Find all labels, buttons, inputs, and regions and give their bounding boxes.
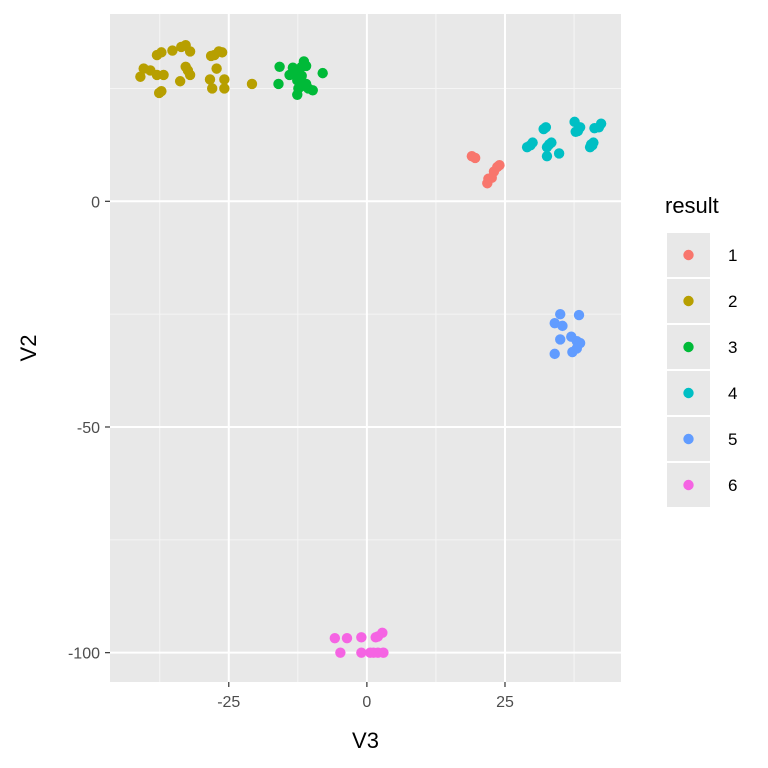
- data-point-cluster-2: [219, 83, 230, 94]
- data-point-cluster-4: [553, 148, 565, 159]
- y-tick-labels: -100 -50 0: [68, 194, 100, 662]
- data-point-cluster-2: [153, 87, 165, 99]
- data-point-cluster-2: [156, 47, 167, 58]
- legend-key-swatch: [683, 249, 694, 261]
- data-point-cluster-5: [549, 348, 560, 360]
- data-point-cluster-2: [167, 45, 178, 56]
- x-axis-title: V3: [352, 728, 379, 753]
- data-point-cluster-5: [555, 308, 566, 320]
- legend-key-swatch: [683, 433, 694, 445]
- x-tick-label: -25: [217, 694, 240, 711]
- data-point-cluster-3: [295, 73, 306, 84]
- axis-ticks: [105, 200, 506, 687]
- y-tick-label: -50: [77, 420, 100, 437]
- data-point-cluster-5: [567, 346, 578, 358]
- y-axis-title: V2: [16, 335, 41, 362]
- data-point-cluster-2: [219, 74, 230, 85]
- data-point-cluster-2: [207, 83, 218, 94]
- y-tick-label: 0: [91, 194, 100, 211]
- legend-key-swatch: [683, 295, 694, 307]
- legend-key-swatch: [683, 341, 694, 353]
- data-point-cluster-1: [494, 160, 505, 171]
- legend-label-2: 2: [728, 292, 737, 311]
- data-point-cluster-3: [274, 61, 285, 73]
- data-point-cluster-4: [587, 140, 598, 151]
- legend-label-5: 5: [728, 430, 737, 449]
- data-point-cluster-2: [204, 74, 216, 85]
- data-point-cluster-6: [356, 632, 367, 643]
- x-tick-label: 0: [362, 694, 371, 711]
- legend-title: result: [665, 193, 719, 218]
- data-point-cluster-2: [184, 46, 196, 57]
- data-point-cluster-4: [595, 118, 607, 129]
- data-point-cluster-6: [378, 647, 389, 658]
- y-tick-label: -100: [68, 646, 100, 663]
- data-point-cluster-2: [174, 76, 186, 87]
- legend-entries: 1 2 3 4 5 6: [667, 233, 737, 507]
- data-point-cluster-6: [335, 647, 346, 658]
- data-point-cluster-2: [158, 69, 169, 81]
- legend-label-3: 3: [728, 338, 737, 357]
- panel-background: [110, 14, 621, 682]
- data-point-cluster-3: [292, 89, 303, 100]
- data-point-cluster-5: [573, 309, 585, 321]
- x-tick-label: 25: [496, 694, 514, 711]
- data-point-cluster-4: [546, 137, 557, 148]
- data-points: [135, 39, 607, 658]
- data-point-cluster-4: [541, 150, 553, 162]
- data-point-cluster-1: [469, 152, 481, 164]
- data-point-cluster-2: [211, 63, 222, 74]
- data-point-cluster-2: [246, 78, 258, 90]
- data-point-cluster-4: [527, 137, 538, 148]
- data-point-cluster-5: [555, 334, 566, 345]
- data-point-cluster-3: [273, 78, 284, 90]
- data-point-cluster-3: [300, 60, 312, 72]
- data-point-cluster-6: [377, 627, 388, 639]
- legend-label-6: 6: [728, 476, 737, 495]
- data-point-cluster-3: [307, 85, 318, 96]
- data-point-cluster-2: [135, 71, 146, 82]
- data-point-cluster-6: [329, 633, 341, 644]
- data-point-cluster-6: [356, 647, 367, 658]
- data-point-cluster-6: [341, 633, 353, 644]
- legend-key-swatch: [683, 479, 694, 491]
- legend-key-swatch: [683, 387, 694, 399]
- data-point-cluster-4: [540, 122, 552, 133]
- data-point-cluster-4: [572, 125, 584, 137]
- data-point-cluster-5: [557, 320, 568, 332]
- legend-label-4: 4: [728, 384, 737, 403]
- data-point-cluster-2: [184, 69, 196, 81]
- data-point-cluster-2: [216, 47, 228, 58]
- major-gridlines: [110, 14, 621, 682]
- legend: result 1 2 3 4 5 6: [665, 193, 737, 507]
- data-point-cluster-3: [317, 67, 328, 79]
- data-point-cluster-1: [486, 172, 497, 184]
- legend-label-1: 1: [728, 246, 737, 265]
- x-tick-labels: -25 0 25: [217, 694, 514, 711]
